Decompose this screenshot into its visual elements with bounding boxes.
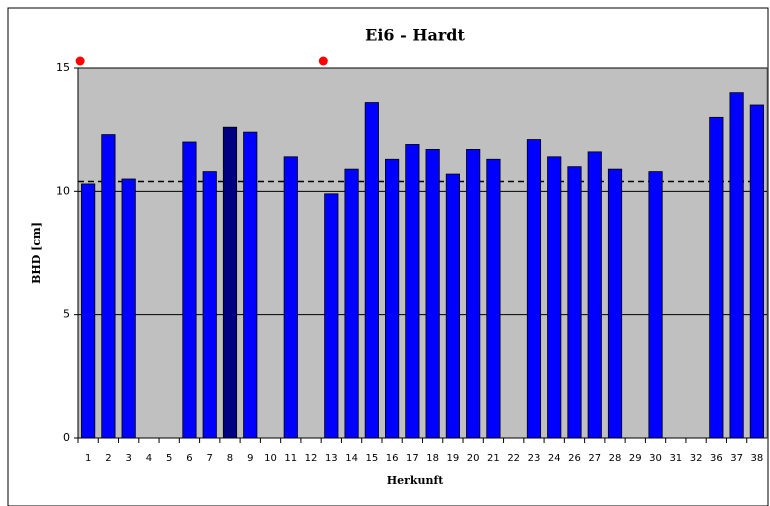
x-tick-label: 2 [105,453,111,464]
bar [222,126,238,439]
x-tick-label: 37 [730,453,743,464]
bar [182,141,197,439]
bar [385,158,400,439]
x-tick-label: 15 [365,453,378,464]
bar [607,168,623,439]
x-tick-label: 5 [166,453,172,464]
bar [445,173,460,439]
y-axis-label: BHD [cm] [30,222,43,284]
y-tick-label: 15 [56,61,70,74]
bar [567,166,582,439]
x-tick-label: 19 [447,453,460,464]
x-tick-label: 22 [507,453,520,464]
x-tick-label: 17 [406,453,419,464]
x-tick-label: 20 [467,453,480,464]
x-tick-label: 32 [690,453,703,464]
x-tick-label: 21 [487,453,500,464]
bar [364,102,379,439]
x-tick-label: 12 [305,453,318,464]
x-tick-label: 1 [85,453,91,464]
bar [344,168,359,439]
x-tick-label: 11 [284,453,297,464]
x-tick-label: 3 [125,453,131,464]
bar [121,178,136,439]
x-tick-label: 4 [146,453,152,464]
x-tick-label: 8 [227,453,233,464]
x-tick-label: 31 [669,453,682,464]
x-tick-label: 18 [426,453,439,464]
x-tick-label: 10 [264,453,277,464]
x-tick-label: 27 [588,453,601,464]
plot-area [77,67,768,439]
x-tick-label: 6 [186,453,192,464]
x-tick-label: 29 [629,453,642,464]
chart-title: Ei6 - Hardt [365,26,465,45]
y-tick-label: 0 [63,431,70,444]
x-tick-label: 16 [386,453,399,464]
x-tick-label: 38 [751,453,764,464]
x-tick-label: 30 [649,453,662,464]
bar [648,171,663,439]
bar [202,171,217,439]
bar [283,156,298,439]
x-tick-label: 14 [345,453,358,464]
y-tick-label: 10 [56,184,70,197]
y-tick-label: 5 [63,308,70,321]
x-tick-label: 7 [207,453,213,464]
bar [709,116,724,439]
x-tick-label: 13 [325,453,338,464]
bar [425,148,440,439]
x-axis-label: Herkunft [387,474,445,487]
x-tick-label: 28 [609,453,622,464]
bar [324,193,339,439]
x-tick-label: 24 [548,453,561,464]
x-tick-label: 23 [528,453,541,464]
bar [526,139,542,439]
marker-dot [75,56,85,66]
bar [486,158,501,439]
x-tick-label: 9 [247,453,253,464]
bar [729,92,744,439]
bar [587,151,602,439]
bar [749,104,764,439]
x-tick-label: 36 [710,453,723,464]
marker-dot [318,56,328,66]
bar [81,183,96,439]
bar [547,156,562,439]
x-tick-label: 26 [568,453,581,464]
bar [466,148,481,439]
bar [243,131,258,439]
bar [101,134,116,439]
bar [405,144,420,439]
